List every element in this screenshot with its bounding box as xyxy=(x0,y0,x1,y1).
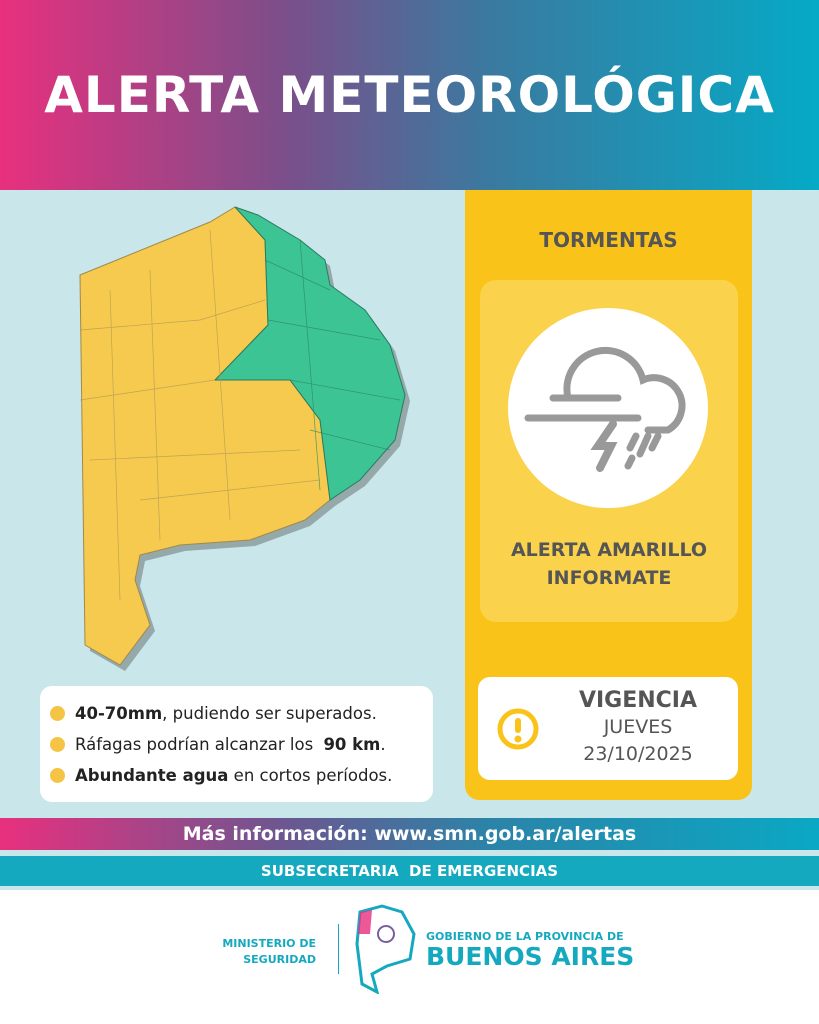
footer: MINISTERIO DE SEGURIDAD GOBIERNO DE LA PR… xyxy=(0,890,819,1024)
map-region-green xyxy=(213,206,406,501)
alert-details: 40-70mm, pudiendo ser superados. Ráfagas… xyxy=(40,686,433,802)
detail-bold: 90 km xyxy=(323,735,381,754)
alert-card: ALERTA AMARILLO INFORMATE xyxy=(480,280,738,622)
subsecretaria-banner: SUBSECRETARIA DE EMERGENCIAS xyxy=(0,856,819,886)
gobierno-line1: GOBIERNO DE LA PROVINCIA DE xyxy=(426,930,624,943)
exclamation-circle-icon xyxy=(497,708,539,750)
detail-item: 40-70mm, pudiendo ser superados. xyxy=(50,698,423,729)
province-logo-icon xyxy=(355,904,416,994)
detail-text: Ráfagas podrían alcanzar los xyxy=(75,735,319,754)
header-banner: ALERTA METEOROLÓGICA xyxy=(0,0,819,190)
page-title: ALERTA METEOROLÓGICA xyxy=(44,66,775,124)
icon-circle xyxy=(508,308,708,508)
alert-level: ALERTA AMARILLO xyxy=(510,539,708,561)
gobierno-line2: BUENOS AIRES xyxy=(426,942,635,971)
gobierno-logo: GOBIERNO DE LA PROVINCIA DE BUENOS AIRES xyxy=(426,930,634,971)
vigencia-day: JUEVES xyxy=(603,716,673,738)
province-alert-map xyxy=(79,206,410,671)
storm-cloud-icon xyxy=(524,346,686,472)
detail-bold: Abundante agua xyxy=(75,766,229,785)
detail-item: Abundante agua en cortos períodos. xyxy=(50,760,423,791)
detail-bold: 40-70mm xyxy=(75,704,163,723)
bullet-icon xyxy=(50,737,65,752)
alert-panel: TORMENTAS ALERTA AMARILLO INFORMATE VIGEN… xyxy=(465,190,752,800)
alert-type: TORMENTAS xyxy=(539,228,678,252)
vigencia-box: VIGENCIA JUEVES 23/10/2025 xyxy=(478,677,738,780)
bullet-icon xyxy=(50,706,65,721)
detail-item: Ráfagas podrían alcanzar los 90 km. xyxy=(50,729,423,760)
ministerio-line2: SEGURIDAD xyxy=(243,953,316,966)
bullet-icon xyxy=(50,768,65,783)
vigencia-date: 23/10/2025 xyxy=(583,743,693,765)
detail-text: en cortos períodos. xyxy=(228,766,393,785)
ministerio-logo: MINISTERIO DE SEGURIDAD xyxy=(210,936,316,968)
detail-text: , pudiendo ser superados. xyxy=(162,704,377,723)
ministerio-line1: MINISTERIO DE xyxy=(222,937,316,950)
divider xyxy=(338,924,339,974)
detail-text: . xyxy=(380,735,386,754)
alert-action: INFORMATE xyxy=(546,567,672,589)
vigencia-title: VIGENCIA xyxy=(578,688,698,713)
more-info-link[interactable]: Más información: www.smn.gob.ar/alertas xyxy=(0,818,819,850)
